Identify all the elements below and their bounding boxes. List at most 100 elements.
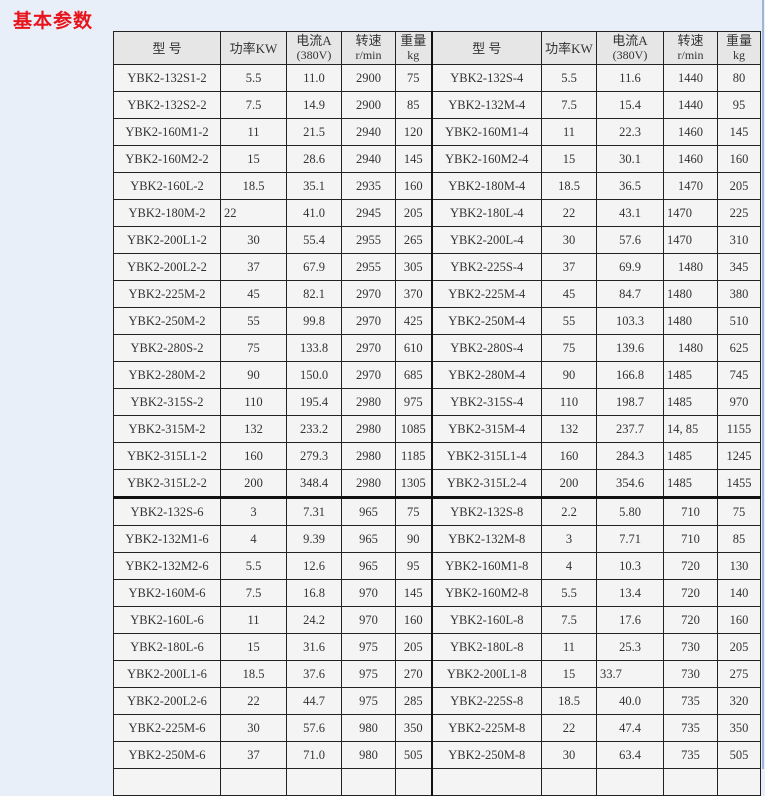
cell-current-a: 22.3	[596, 118, 664, 146]
header-unit: (380V)	[296, 48, 332, 62]
cell-power-kw	[220, 768, 287, 796]
cell-speed-rpm: 2900	[341, 64, 396, 92]
header-unit: r/min	[355, 48, 382, 62]
cell-current-a: 41.0	[286, 199, 342, 227]
cell-model: YBK2-280M-4	[430, 361, 542, 389]
cell-model: YBK2-280S-4	[430, 334, 542, 362]
cell-weight-kg: 205	[395, 199, 432, 227]
cell-weight-kg: 270	[395, 660, 432, 688]
cell-model: YBK2-160M2-8	[430, 579, 542, 607]
cell-current-a: 43.1	[596, 199, 664, 227]
cell-model: YBK2-315M-2	[113, 415, 221, 443]
header-unit: kg	[407, 48, 420, 62]
cell-weight-kg: 75	[395, 64, 432, 92]
cell-model: YBK2-315L1-2	[113, 442, 221, 470]
header-power-kw: 功率KW	[220, 31, 287, 65]
cell-weight-kg: 685	[395, 361, 432, 389]
cell-model: YBK2-250M-4	[430, 307, 542, 335]
table-row: YBK2-315L1-2 160 279.3 2980 1185 YBK2-315L1-4…	[113, 442, 761, 470]
cell-speed-rpm: 720	[663, 579, 718, 607]
cell-speed-rpm: 1480	[663, 280, 718, 308]
cell-power-kw: 3	[541, 525, 597, 553]
cell-model: YBK2-160L-8	[430, 606, 542, 634]
cell-weight-kg: 120	[395, 118, 432, 146]
cell-model: YBK2-225M-6	[113, 714, 221, 742]
cell-weight-kg: 305	[395, 253, 432, 281]
cell-current-a: 57.6	[596, 226, 664, 254]
table-row: YBK2-315L2-2 200 348.4 2980 1305 YBK2-315L2-4…	[113, 469, 761, 498]
cell-speed-rpm: 980	[341, 714, 396, 742]
cell-current-a: 15.4	[596, 91, 664, 119]
cell-power-kw: 3	[220, 496, 287, 526]
cell-power-kw: 45	[220, 280, 287, 308]
cell-power-kw: 132	[541, 415, 597, 443]
table-row: YBK2-180L-6 15 31.6 975 205 YBK2-180L-8 11 25.3…	[113, 633, 761, 661]
cell-current-a: 5.80	[596, 496, 664, 526]
table-row: YBK2-132S1-2 5.5 11.0 2900 75 YBK2-132S-4 5.5 1…	[113, 64, 761, 92]
cell-weight-kg	[395, 768, 432, 796]
cell-weight-kg: 345	[717, 253, 761, 281]
cell-power-kw: 11	[220, 118, 287, 146]
cell-model: YBK2-160L-2	[113, 172, 221, 200]
cell-speed-rpm: 2980	[341, 469, 396, 498]
cell-speed-rpm: 2970	[341, 280, 396, 308]
cell-current-a: 40.0	[596, 687, 664, 715]
cell-speed-rpm: 1460	[663, 145, 718, 173]
cell-speed-rpm: 1470	[663, 226, 718, 254]
cell-current-a: 198.7	[596, 388, 664, 416]
cell-model: YBK2-132S-8	[430, 496, 542, 526]
cell-power-kw: 5.5	[541, 64, 597, 92]
cell-speed-rpm: 2970	[341, 361, 396, 389]
cell-speed-rpm: 1485	[663, 469, 718, 498]
cell-speed-rpm	[341, 768, 396, 796]
cell-current-a: 24.2	[286, 606, 342, 634]
cell-current-a: 67.9	[286, 253, 342, 281]
cell-power-kw: 2.2	[541, 496, 597, 526]
cell-speed-rpm: 2945	[341, 199, 396, 227]
cell-current-a: 31.6	[286, 633, 342, 661]
cell-model: YBK2-132S1-2	[113, 64, 221, 92]
cell-speed-rpm: 730	[663, 660, 718, 688]
cell-model: YBK2-132S2-2	[113, 91, 221, 119]
cell-power-kw: 7.5	[220, 91, 287, 119]
cell-model: YBK2-315L2-4	[430, 469, 542, 498]
cell-speed-rpm: 2970	[341, 334, 396, 362]
cell-current-a: 71.0	[286, 741, 342, 769]
cell-current-a: 103.3	[596, 307, 664, 335]
cell-speed-rpm: 965	[341, 525, 396, 553]
table-row: YBK2-225M-2 45 82.1 2970 370 YBK2-225M-4 45 84.…	[113, 280, 761, 308]
cell-power-kw: 55	[220, 307, 287, 335]
cell-power-kw: 7.5	[220, 579, 287, 607]
cell-speed-rpm: 710	[663, 525, 718, 553]
cell-speed-rpm: 720	[663, 552, 718, 580]
cell-power-kw: 30	[541, 741, 597, 769]
cell-weight-kg: 160	[717, 145, 761, 173]
cell-model: YBK2-280M-2	[113, 361, 221, 389]
cell-speed-rpm: 710	[663, 496, 718, 526]
cell-model: YBK2-200L1-8	[430, 660, 542, 688]
header-label: 功率KW	[545, 40, 593, 56]
cell-weight-kg: 510	[717, 307, 761, 335]
cell-weight-kg: 160	[717, 606, 761, 634]
cell-weight-kg: 505	[395, 741, 432, 769]
cell-current-a: 17.6	[596, 606, 664, 634]
cell-power-kw: 18.5	[541, 687, 597, 715]
cell-power-kw: 160	[220, 442, 287, 470]
cell-power-kw: 110	[220, 388, 287, 416]
cell-weight-kg: 1085	[395, 415, 432, 443]
cell-power-kw: 5.5	[220, 64, 287, 92]
cell-power-kw: 90	[220, 361, 287, 389]
cell-speed-rpm: 975	[341, 687, 396, 715]
cell-current-a: 233.2	[286, 415, 342, 443]
cell-speed-rpm: 14, 85	[663, 415, 718, 443]
header-label: 转速	[677, 33, 704, 48]
cell-power-kw: 200	[541, 469, 597, 498]
cell-power-kw: 90	[541, 361, 597, 389]
cell-weight-kg: 970	[717, 388, 761, 416]
table-row	[113, 768, 761, 796]
cell-speed-rpm: 2980	[341, 415, 396, 443]
cell-weight-kg: 1455	[717, 469, 761, 498]
cell-power-kw: 22	[220, 687, 287, 715]
cell-current-a: 55.4	[286, 226, 342, 254]
cell-weight-kg: 1245	[717, 442, 761, 470]
